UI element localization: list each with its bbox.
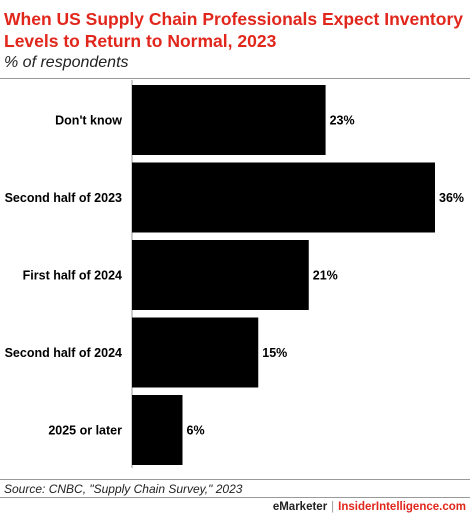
top-divider <box>0 78 470 79</box>
bar-3 <box>132 317 259 388</box>
category-label-4: 2025 or later <box>48 424 122 438</box>
value-label-1: 36% <box>439 191 464 205</box>
bar-4 <box>132 395 183 465</box>
value-label-3: 15% <box>262 346 287 360</box>
bar-1 <box>132 162 435 233</box>
category-label-2: First half of 2024 <box>23 269 122 283</box>
brand-footer: eMarketer | InsiderIntelligence.com <box>273 501 466 513</box>
brand-insider-intelligence: InsiderIntelligence.com <box>338 501 466 513</box>
brand-separator: | <box>331 501 335 513</box>
bottom-divider <box>0 479 470 480</box>
footer-divider <box>0 497 470 498</box>
value-label-2: 21% <box>313 269 338 283</box>
category-label-3: Second half of 2024 <box>5 346 122 360</box>
category-label-1: Second half of 2023 <box>5 191 122 205</box>
value-label-4: 6% <box>187 424 205 438</box>
bar-2 <box>132 240 309 310</box>
value-label-0: 23% <box>330 114 355 128</box>
source-note: Source: CNBC, "Supply Chain Survey," 202… <box>4 482 243 496</box>
brand-emarketer: eMarketer <box>272 501 328 513</box>
bar-0 <box>132 85 326 155</box>
chart-title: When US Supply Chain Professionals Expec… <box>4 9 463 51</box>
chart-subtitle: % of respondents <box>4 54 129 71</box>
category-label-0: Don't know <box>55 114 122 128</box>
